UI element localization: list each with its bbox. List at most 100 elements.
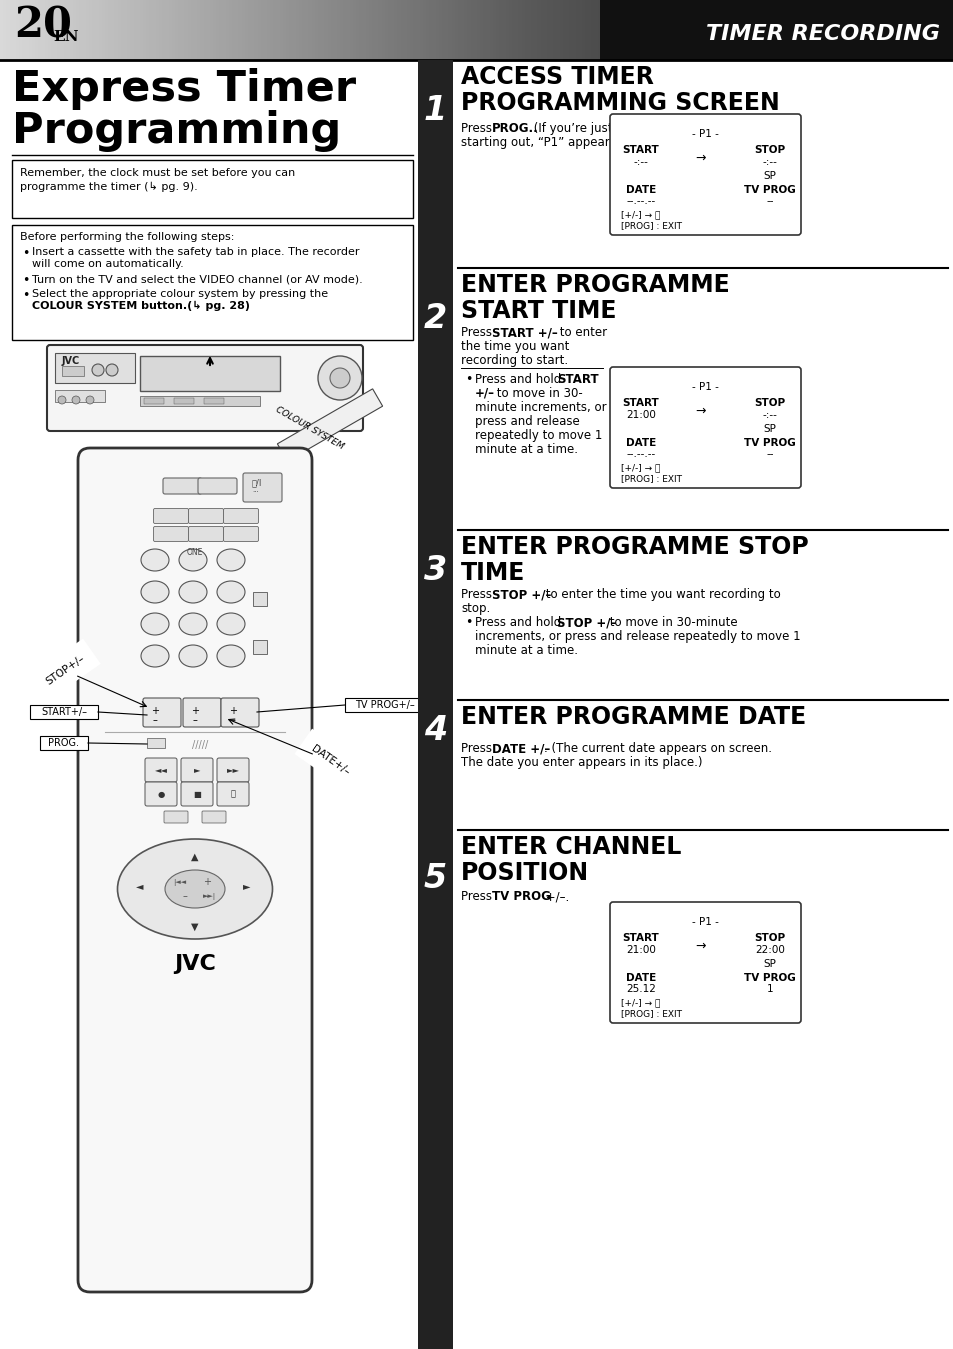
Bar [312,0,315,59]
Text: Press: Press [460,742,496,755]
Text: ENTER PROGRAMME: ENTER PROGRAMME [460,272,729,297]
Bar [267,0,271,59]
Bar [664,0,668,59]
Bar [902,0,906,59]
Bar [877,0,881,59]
Bar [724,0,728,59]
Bar [775,0,780,59]
Bar [689,0,694,59]
Text: Turn on the TV and select the VIDEO channel (or AV mode).: Turn on the TV and select the VIDEO chan… [32,274,362,285]
Bar [829,0,833,59]
Bar [893,0,897,59]
Text: COLOUR SYSTEM button.(↳ pg. 28): COLOUR SYSTEM button.(↳ pg. 28) [32,301,250,312]
Text: [+/-] → Ⓡ: [+/-] → Ⓡ [620,210,659,219]
Bar [67,0,71,59]
Bar [140,356,280,391]
Bar [114,0,118,59]
Text: stop.: stop. [460,602,490,615]
Bar [578,0,582,59]
Bar [639,0,642,59]
Bar [407,0,411,59]
Bar [289,0,294,59]
Bar [279,0,284,59]
Bar [718,0,722,59]
Bar [508,0,513,59]
Bar [794,0,799,59]
Bar [693,0,697,59]
Text: ACCESS TIMER: ACCESS TIMER [460,65,653,89]
Bar [922,0,925,59]
Text: ►: ► [193,765,200,774]
Bar [384,0,389,59]
Bar [40,737,88,750]
Bar [613,0,618,59]
Bar [254,0,258,59]
Text: ENTER PROGRAMME STOP: ENTER PROGRAMME STOP [460,536,808,558]
Bar [537,0,541,59]
Text: increments, or press and release repeatedly to move 1: increments, or press and release repeate… [475,630,800,643]
Bar [375,0,379,59]
Bar [489,0,494,59]
Bar [41,0,46,59]
Bar [600,0,604,59]
Bar [474,0,477,59]
Bar [19,0,23,59]
Bar [264,0,268,59]
Text: will come on automatically.: will come on automatically. [32,259,184,268]
Bar [191,0,194,59]
Text: PROG.: PROG. [49,738,79,747]
Text: ◄◄: ◄◄ [154,765,168,774]
Text: ENTER PROGRAMME DATE: ENTER PROGRAMME DATE [460,706,805,728]
Bar [257,0,261,59]
Text: Press and hold: Press and hold [475,616,564,629]
Bar [517,0,522,59]
Bar [143,0,147,59]
Text: ◄: ◄ [136,881,144,890]
Bar [350,0,354,59]
Text: ...: ... [252,487,258,492]
Bar [534,0,537,59]
Text: +: + [191,706,199,716]
Bar [455,0,458,59]
Bar [572,0,576,59]
Text: –: – [231,715,235,724]
Bar [353,0,356,59]
Bar [436,0,439,59]
Text: SP: SP [762,424,776,434]
Ellipse shape [216,645,245,666]
Text: +/–: +/– [475,387,495,401]
Bar [886,0,890,59]
Bar [293,0,296,59]
Bar [702,0,706,59]
Bar [864,0,868,59]
Bar [51,0,55,59]
Bar [200,0,204,59]
Bar [581,0,585,59]
Bar [397,0,401,59]
FancyBboxPatch shape [198,478,236,494]
Bar [381,0,385,59]
Bar [737,0,741,59]
Text: ⏸: ⏸ [231,789,235,799]
Bar [98,0,103,59]
Ellipse shape [165,870,225,908]
Bar [696,0,700,59]
Circle shape [71,397,80,403]
Bar [791,0,795,59]
Circle shape [106,364,118,376]
Text: ENTER CHANNEL: ENTER CHANNEL [460,835,680,859]
Bar [422,0,427,59]
FancyBboxPatch shape [216,758,249,782]
Bar [760,0,763,59]
Text: ■: ■ [193,789,201,799]
Bar [575,0,579,59]
Bar [655,0,659,59]
Bar [765,0,770,59]
Bar [836,0,840,59]
Text: minute at a time.: minute at a time. [475,643,578,657]
Bar [12,225,413,340]
Bar [486,0,490,59]
Bar [845,0,849,59]
Text: STOP: STOP [754,398,784,407]
Bar [29,0,32,59]
